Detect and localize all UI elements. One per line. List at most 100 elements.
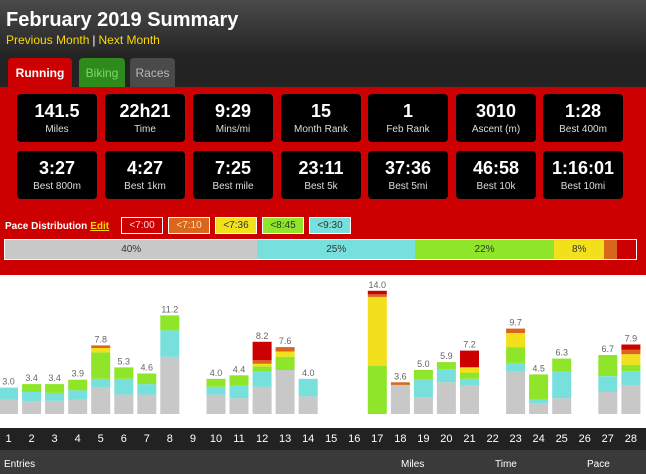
day-tick-label[interactable]: 11	[233, 433, 245, 445]
bar-segment	[22, 384, 42, 392]
day-tick-label[interactable]: 10	[209, 433, 223, 445]
bar-segment	[45, 392, 65, 401]
pace-legend-under-9-30: <9:30	[309, 217, 351, 234]
bar-segment	[275, 347, 295, 352]
day-tick-label[interactable]: 4	[74, 433, 81, 445]
bar-segment	[367, 365, 387, 414]
stat-pace: 9:29 Mins/mi	[193, 94, 273, 142]
day-tick-label[interactable]: 21	[463, 433, 476, 445]
stat-value: 3:27	[38, 158, 76, 178]
bar-segment	[460, 372, 479, 379]
tab-biking[interactable]: Biking	[79, 58, 125, 87]
day-tick-label[interactable]: 2	[28, 433, 35, 445]
bar-segment	[114, 367, 134, 379]
bar-segment	[22, 401, 42, 414]
bar-segment	[598, 376, 618, 392]
stat-month-rank: 15 Month Rank	[281, 94, 361, 142]
bar-segment	[298, 396, 318, 414]
bar-total-label: 5.3	[118, 356, 131, 366]
day-tick-label[interactable]: 8	[166, 433, 173, 445]
bar-total-label: 5.9	[440, 351, 453, 361]
stat-value: 1:16:01	[551, 158, 615, 178]
bar-segment	[552, 358, 572, 372]
day-tick-label[interactable]: 25	[555, 433, 568, 445]
bar-segment	[275, 351, 295, 357]
bar-segment	[506, 371, 526, 414]
pace-edit-link[interactable]: Edit	[90, 221, 110, 232]
pace-legend-under-7-36: <7:36	[215, 217, 257, 234]
stat-value: 1	[402, 101, 413, 121]
bar-segment	[460, 367, 479, 373]
bar-segment	[413, 370, 433, 380]
tab-running[interactable]: Running	[8, 58, 72, 87]
bar-segment	[506, 328, 526, 333]
day-tick-label[interactable]: 26	[578, 433, 591, 445]
tab-races[interactable]: Races	[130, 58, 175, 87]
bar-segment	[506, 347, 526, 363]
stat-value: 46:58	[472, 158, 520, 178]
bar-total-label: 3.4	[25, 373, 38, 383]
bar-total-label: 3.0	[2, 377, 15, 387]
day-tick-label[interactable]: 9	[189, 433, 196, 445]
bar-total-label: 6.7	[602, 344, 615, 354]
time-column-header: Time	[495, 459, 517, 470]
bar-total-label: 8.2	[256, 331, 269, 341]
stat-label: Month Rank	[294, 124, 348, 135]
bar-segment	[367, 294, 387, 297]
day-tick-label[interactable]: 3	[51, 433, 58, 445]
bar-segment	[91, 348, 111, 353]
pace-distribution-segment: 8%	[553, 240, 605, 259]
stat-value: 1:28	[564, 101, 602, 121]
day-tick-label[interactable]: 5	[97, 433, 104, 445]
day-tick-label[interactable]: 27	[601, 433, 614, 445]
bar-segment	[137, 394, 157, 414]
bar-total-label: 4.5	[532, 363, 545, 373]
stat-best-mile: 7:25 Best mile	[193, 151, 273, 199]
day-tick-label[interactable]: 14	[302, 433, 315, 445]
day-tick-label[interactable]: 7	[143, 433, 150, 445]
stat-label: Ascent (m)	[471, 124, 521, 135]
bar-segment	[621, 364, 641, 372]
day-tick-label[interactable]: 13	[278, 433, 292, 445]
nav-separator: |	[92, 33, 96, 47]
bar-segment	[229, 385, 249, 399]
bar-segment	[91, 345, 111, 348]
day-tick-label[interactable]: 1	[5, 433, 12, 445]
bar-segment	[229, 375, 249, 385]
bar-segment	[252, 360, 272, 364]
bar-segment	[367, 290, 387, 295]
day-tick-label[interactable]: 24	[532, 433, 545, 445]
day-tick-label[interactable]: 17	[371, 433, 384, 445]
pace-legend-under-8-45: <8:45	[262, 217, 304, 234]
bar-segment	[621, 385, 641, 414]
next-month-link[interactable]: Next Month	[98, 33, 160, 47]
pace-distribution-segment	[617, 240, 636, 259]
day-tick-label[interactable]: 6	[120, 433, 127, 445]
stat-label: Time	[134, 124, 156, 135]
bar-segment	[552, 398, 572, 414]
table-header: Entries Miles Time Pace	[0, 450, 646, 474]
day-tick-label[interactable]: 15	[325, 433, 338, 445]
day-tick-label[interactable]: 20	[440, 433, 453, 445]
bar-segment	[460, 350, 479, 368]
bar-segment	[275, 356, 295, 370]
summary-panel: 141.5 Miles 22h21 Time 9:29 Mins/mi 15 Month…	[0, 87, 646, 275]
day-tick-label[interactable]: 28	[624, 433, 638, 445]
stat-best-800m: 3:27 Best 800m	[17, 151, 97, 199]
day-tick-label[interactable]: 18	[394, 433, 407, 445]
page-header: February 2019 Summary Previous Month | Nex…	[0, 0, 646, 58]
bar-segment	[621, 354, 641, 365]
bar-segment	[598, 392, 618, 414]
bar-total-label: 9.7	[509, 318, 522, 328]
bar-segment	[621, 344, 641, 350]
day-tick-label[interactable]: 22	[486, 433, 499, 445]
day-tick-label[interactable]: 12	[255, 433, 269, 445]
bar-segment	[621, 349, 641, 355]
day-tick-label[interactable]: 16	[348, 433, 361, 445]
bar-segment	[436, 362, 456, 370]
previous-month-link[interactable]: Previous Month	[6, 33, 90, 47]
day-tick-label[interactable]: 23	[509, 433, 522, 445]
bar-segment	[206, 378, 226, 387]
stat-label: Miles	[45, 124, 69, 135]
day-tick-label[interactable]: 19	[417, 433, 430, 445]
